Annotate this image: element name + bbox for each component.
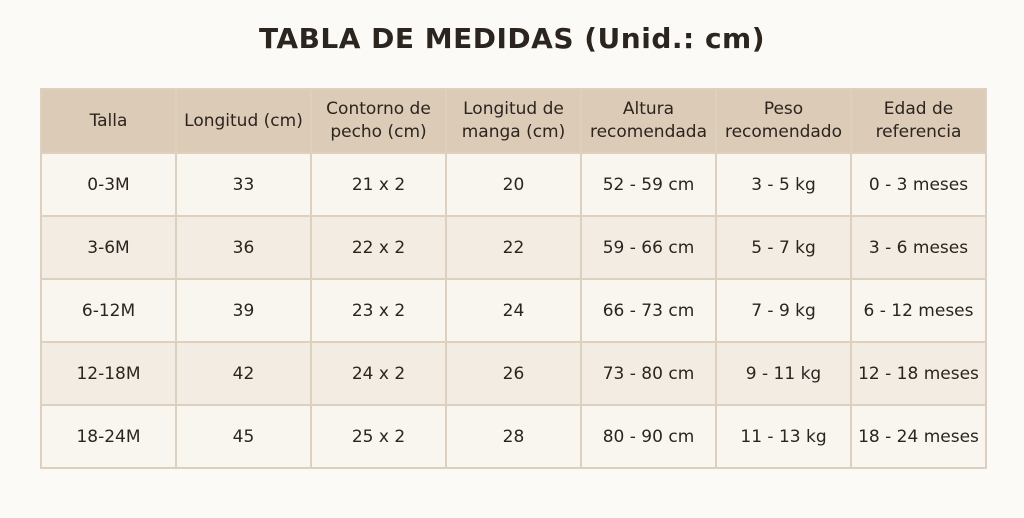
table-body: 0-3M 33 21 x 2 20 52 - 59 cm 3 - 5 kg 0 - 3 me… [40,152,987,469]
table-cell: 18 - 24 meses [850,404,987,469]
table-cell: 26 [445,341,582,406]
table-cell: 33 [175,152,312,217]
table-cell: 6 - 12 meses [850,278,987,343]
table-cell: 36 [175,215,312,280]
header-cell: Longitud de manga (cm) [445,88,582,154]
table-cell: 9 - 11 kg [715,341,852,406]
table-row: 18-24M 45 25 x 2 28 80 - 90 cm 11 - 13 kg 18 -… [40,404,987,469]
table-cell: 80 - 90 cm [580,404,717,469]
table-cell: 59 - 66 cm [580,215,717,280]
table-header: Talla Longitud (cm) Contorno de pecho (cm)… [40,88,987,154]
table-cell: 28 [445,404,582,469]
table-cell: 12 - 18 meses [850,341,987,406]
table-cell: 18-24M [40,404,177,469]
table-cell: 45 [175,404,312,469]
table-cell: 39 [175,278,312,343]
header-cell: Peso recomendado [715,88,852,154]
header-cell: Talla [40,88,177,154]
table-cell: 24 [445,278,582,343]
table-cell: 5 - 7 kg [715,215,852,280]
header-row: Talla Longitud (cm) Contorno de pecho (cm)… [40,88,987,154]
table-cell: 3 - 6 meses [850,215,987,280]
title: TABLA DE MEDIDAS (Unid.: cm) [258,22,766,55]
table-cell: 7 - 9 kg [715,278,852,343]
table-cell: 25 x 2 [310,404,447,469]
table-cell: 3 - 5 kg [715,152,852,217]
table-cell: 23 x 2 [310,278,447,343]
table-cell: 0 - 3 meses [850,152,987,217]
table-row: 6-12M 39 23 x 2 24 66 - 73 cm 7 - 9 kg 6 - 12 … [40,278,987,343]
table-row: 0-3M 33 21 x 2 20 52 - 59 cm 3 - 5 kg 0 - 3 me… [40,152,987,217]
table-cell: 22 x 2 [310,215,447,280]
table-cell: 20 [445,152,582,217]
table-row: 12-18M 42 24 x 2 26 73 - 80 cm 9 - 11 kg 12 - … [40,341,987,406]
table-cell: 22 [445,215,582,280]
table-cell: 24 x 2 [310,341,447,406]
header-cell: Altura recomendada [580,88,717,154]
table-cell: 21 x 2 [310,152,447,217]
table-cell: 11 - 13 kg [715,404,852,469]
table-cell: 0-3M [40,152,177,217]
table-cell: 6-12M [40,278,177,343]
table-cell: 66 - 73 cm [580,278,717,343]
table-cell: 52 - 59 cm [580,152,717,217]
table-cell: 73 - 80 cm [580,341,717,406]
header-cell: Contorno de pecho (cm) [310,88,447,154]
table-row: 3-6M 36 22 x 2 22 59 - 66 cm 5 - 7 kg 3 - 6 me… [40,215,987,280]
header-cell: Edad de referencia [850,88,987,154]
table-cell: 3-6M [40,215,177,280]
size-table: Talla Longitud (cm) Contorno de pecho (cm)… [40,88,987,469]
table-cell: 12-18M [40,341,177,406]
header-cell: Longitud (cm) [175,88,312,154]
table-cell: 42 [175,341,312,406]
